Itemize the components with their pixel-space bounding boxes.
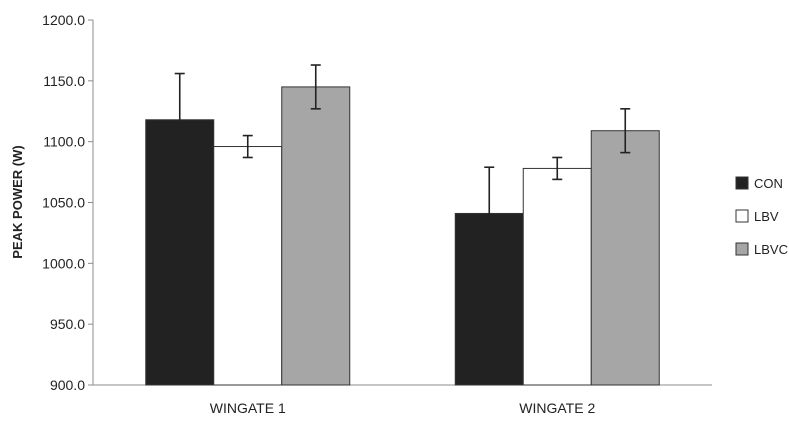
- bar-lbvc-1: [281, 86, 351, 386]
- y-tick-label: 1050.0: [42, 195, 85, 211]
- legend-label-lbv: LBV: [754, 209, 779, 224]
- y-axis-title: PEAK POWER (W): [10, 145, 25, 258]
- bars: [145, 86, 660, 386]
- y-tick-label: 1200.0: [42, 12, 85, 28]
- legend-swatch-lbv: [735, 209, 749, 223]
- error-bars: [174, 64, 631, 261]
- y-tick-label: 1100.0: [43, 134, 85, 150]
- x-tick-label: WINGATE 2: [519, 400, 595, 416]
- y-tick-label: 1000.0: [42, 255, 85, 271]
- legend-swatch-lbvc: [735, 242, 749, 256]
- legend-label-lbvc: LBVC: [754, 242, 788, 257]
- bar-lbv-2: [522, 167, 592, 386]
- y-tick-label: 1150.0: [43, 73, 85, 89]
- legend: CON LBV LBVC: [735, 176, 788, 257]
- y-axis-label: PEAK POWER (W): [10, 145, 25, 258]
- legend-swatch-con: [735, 176, 749, 190]
- y-tick-label: 950.0: [50, 316, 85, 332]
- x-tick-label: WINGATE 1: [210, 400, 286, 416]
- legend-label-con: CON: [754, 176, 783, 191]
- x-tick-labels: WINGATE 1 WINGATE 2: [210, 400, 596, 416]
- bar-lbvc-2: [590, 130, 660, 386]
- y-ticks: 900.0 950.0 1000.0 1050.0 1100.0 1150.0 1200.0: [42, 12, 93, 393]
- y-tick-label: 900.0: [50, 377, 85, 393]
- bar-lbv-1: [213, 146, 283, 386]
